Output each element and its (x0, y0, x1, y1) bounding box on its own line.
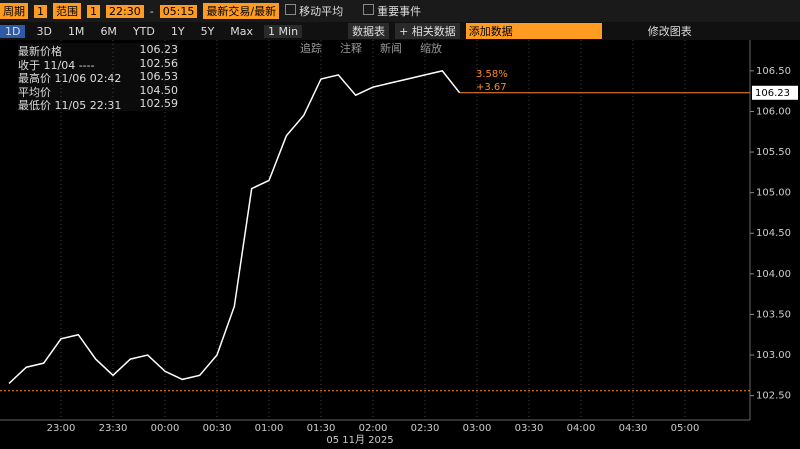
last-price-tag (752, 85, 798, 100)
range-button[interactable]: YTD (132, 24, 155, 38)
y-tick-label: 105.50 (756, 147, 791, 158)
range-button[interactable]: 1M (67, 24, 85, 38)
range-button[interactable]: 3D (36, 24, 52, 38)
range-button[interactable]: Max (230, 24, 254, 38)
legend-value: 102.59 (139, 97, 179, 110)
range-value[interactable]: 1 (87, 4, 100, 18)
dash: - (149, 4, 154, 18)
legend-row: 最新价格 106.23 (18, 43, 179, 58)
x-tick-label: 00:30 (203, 423, 232, 434)
table-button[interactable]: 数据表 (348, 23, 390, 39)
legend-value: 106.23 (139, 43, 179, 56)
events[interactable]: 重要事件 (363, 3, 421, 19)
mode[interactable]: 最新交易/最新 (203, 3, 280, 19)
legend-value: 104.50 (139, 83, 179, 97)
y-tick-label: 102.50 (756, 391, 791, 402)
y-tick-label: 104.50 (756, 228, 791, 239)
last-price-label: 106.23 (755, 88, 790, 99)
x-tick-label: 01:00 (255, 423, 284, 434)
x-tick-label: 02:30 (411, 423, 440, 434)
legend-label: 最低价 11/05 22:31 (18, 99, 122, 112)
tool[interactable]: 注释 (340, 42, 362, 55)
end-time[interactable]: 05:15 (159, 4, 198, 18)
related-button[interactable]: + 相关数据 (395, 23, 460, 39)
y-tick-label: 104.00 (756, 269, 791, 280)
range-button[interactable]: 6M (100, 24, 117, 38)
tool[interactable]: 新闻 (380, 42, 402, 55)
tool[interactable]: 缩放 (420, 42, 442, 55)
legend-label: 平均价 (18, 85, 51, 99)
y-tick-label: 106.50 (756, 66, 791, 77)
legend: 最新价格 106.23 收于 11/04 ---- 102.56 最高价 11/06 0… (18, 43, 179, 112)
legend-label: 收于 11/04 ---- (18, 58, 95, 72)
annotation: +3.67 (476, 82, 507, 93)
y-tick-label: 106.00 (756, 106, 791, 117)
x-tick-label: 05:00 (671, 423, 700, 434)
moving-avg[interactable]: 移动平均 (285, 3, 343, 19)
x-tick-label: 01:30 (307, 423, 336, 434)
x-tick-label: 04:30 (619, 423, 648, 434)
legend-row: 收于 11/04 ---- 102.56 (18, 56, 179, 72)
range-button[interactable]: 5Y (200, 24, 215, 38)
tools: 追踪 注释 新闻 缩放 (300, 40, 442, 56)
x-tick-label: 23:00 (47, 423, 76, 434)
x-tick-label: 23:30 (99, 423, 128, 434)
annotation: 3.58% (476, 69, 508, 80)
period-label: 周期 (0, 3, 28, 19)
x-tick-label: 00:00 (151, 423, 180, 434)
x-tick-label: 04:00 (567, 423, 596, 434)
start-time[interactable]: 22:30 (106, 4, 144, 18)
legend-row: 最高价 11/06 02:42 106.53 (18, 70, 179, 85)
y-tick-label: 103.00 (756, 350, 791, 361)
toolbar-ranges: 1D 3D 1M 6M YTD 1Y 5Y Max 1 Min 数据表 + 相关数据 添加数据 修改图表 (0, 22, 800, 40)
events-text: 重要事件 (377, 5, 422, 18)
legend-value: 102.56 (139, 56, 179, 70)
x-axis-title: 05 11月 2025 (326, 434, 393, 446)
x-tick-label: 02:00 (359, 423, 388, 434)
edit-button[interactable]: 修改图表 (647, 25, 692, 38)
add-data[interactable]: 添加数据 (465, 23, 602, 39)
x-tick-label: 03:30 (515, 423, 544, 434)
interval[interactable]: 1 Min (264, 24, 303, 38)
x-tick-label: 03:00 (463, 423, 492, 434)
legend-label: 最新价格 (18, 45, 62, 58)
legend-value: 106.53 (139, 70, 179, 83)
range-button[interactable]: 1D (0, 24, 26, 38)
toolbar-top: 周期 1 范围 1 22:30 - 05:15 最新交易/最新 移动平均 重要事… (0, 0, 800, 22)
period-value[interactable]: 1 (34, 4, 47, 18)
y-tick-label: 103.50 (756, 309, 791, 320)
legend-row: 最低价 11/05 22:31 102.59 (18, 97, 179, 112)
range-label: 范围 (53, 3, 81, 19)
price-line (8, 70, 461, 385)
y-tick-label: 105.00 (756, 188, 791, 199)
range-button[interactable]: 1Y (170, 24, 185, 38)
legend-row: 平均价 104.50 (18, 83, 179, 99)
tool[interactable]: 追踪 (300, 42, 322, 55)
moving-avg-text: 移动平均 (299, 5, 344, 18)
legend-label: 最高价 11/06 02:42 (18, 72, 122, 85)
